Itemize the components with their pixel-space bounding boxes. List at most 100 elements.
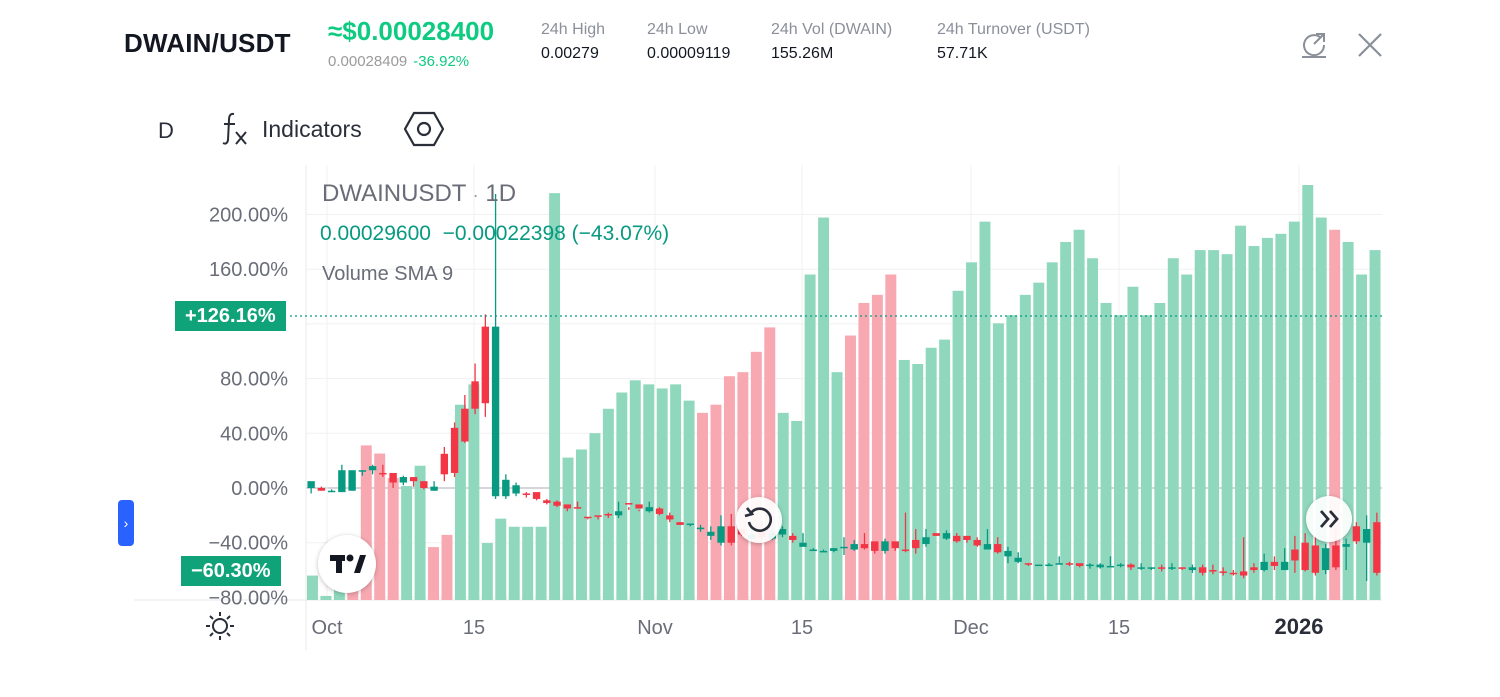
volume-bar [1194,250,1206,601]
candle-body [307,481,315,488]
hexagon-settings-icon[interactable] [403,110,445,148]
candle-body [389,472,397,483]
candle-body [860,544,869,549]
candle-body [666,515,674,520]
candle-body [1055,563,1063,565]
volume-bar [670,384,682,600]
volume-bar [1100,302,1112,600]
x-tick-label: 15 [791,617,813,639]
candle-body [696,527,705,530]
price-label-high: +126.16% [175,301,286,331]
volume-bar [952,290,964,600]
stat-label: 24h High [541,21,606,38]
candle-body [1280,561,1289,571]
candle-body [1311,545,1320,573]
volume-bar [374,453,386,600]
volume-bar [576,449,587,600]
volume-bar [549,193,561,600]
volume-bar [1369,250,1381,601]
candle-body [481,326,490,404]
volume-bar [481,543,493,600]
candle-body [727,526,735,543]
y-tick-label: 200.00% [209,205,288,227]
candle-body [686,523,694,526]
volume-bar [333,587,345,600]
stat-volume: 24h Vol (DWAIN) 155.26M [771,21,892,63]
volume-bar [1006,315,1018,600]
scroll-to-latest-button[interactable] [1306,496,1352,542]
stat-value: 155.26M [771,45,834,62]
volume-bar [804,274,816,600]
candle-body [1178,567,1186,569]
reset-icon [744,507,773,532]
volume-bar [522,526,534,600]
volume-bar [750,351,762,600]
candle-body [840,546,848,549]
x-tick-label: 15 [463,617,485,639]
volume-bar [1167,258,1179,600]
volume-bar [616,392,628,600]
legend-volume: Volume SMA 9 [322,263,454,285]
candle-body [625,503,633,505]
candle-body [317,488,326,491]
candle-body [1321,548,1330,571]
y-tick-label: 40.00% [220,423,288,445]
volume-bar [1033,282,1045,600]
volume-bar [912,364,924,600]
last-price: 0.00028409 [328,53,408,70]
volume-bar [1356,274,1368,600]
volume-bar [1114,315,1125,600]
fx-icon[interactable] [220,110,250,148]
candle-body [1147,567,1156,569]
legend-symbol: DWAINUSDT [322,180,466,207]
volume-bar [602,408,614,600]
volume-bar [1235,225,1246,600]
double-chevron-right-icon [1319,510,1339,528]
chart-legend-title: DWAINUSDT · 1D [322,180,516,208]
volume-bar [320,595,332,600]
expand-panel-button[interactable]: › [118,500,134,546]
candle-body [830,548,838,551]
candle-body [461,408,469,442]
share-icon[interactable] [1299,30,1329,60]
volume-bar [387,477,399,600]
candle-body [1004,550,1012,557]
volume-bar [1046,262,1058,600]
x-tick-label: 15 [1108,617,1130,639]
candle-body [809,549,817,552]
candle-body [543,500,551,504]
candle-body [994,544,1002,553]
candle-body [942,533,951,539]
volume-bar [966,262,977,600]
candle-body [973,539,981,546]
stat-low: 24h Low 0.00009119 [647,21,730,63]
volume-bar [454,404,466,600]
candle-body [1342,544,1350,547]
volume-bar [1288,221,1300,600]
candle-body [819,550,828,553]
candle-body [532,492,541,499]
candle-body [584,516,592,519]
candle-body [1198,567,1207,573]
indicators-button[interactable]: Indicators [262,116,362,142]
close-icon[interactable] [1355,30,1385,60]
interval-button[interactable]: D [158,118,174,143]
candle-body [1332,545,1340,568]
sun-icon[interactable] [204,610,236,642]
volume-bar [845,335,856,600]
volume-bar [777,412,789,600]
volume-bar [1208,250,1220,601]
volume-bar [401,486,413,600]
volume-bar [629,380,641,600]
candle-body [1035,564,1043,567]
volume-bar [818,217,830,601]
volume-bar [939,339,951,600]
reset-chart-button[interactable] [736,497,782,543]
volume-bar [1261,237,1273,600]
candle-body [953,535,961,542]
legend-ohlc: 0.00029600 −0.00022398 (−43.07%) [320,222,670,245]
candle-body [963,535,971,540]
x-tick-label: Oct [311,617,343,639]
